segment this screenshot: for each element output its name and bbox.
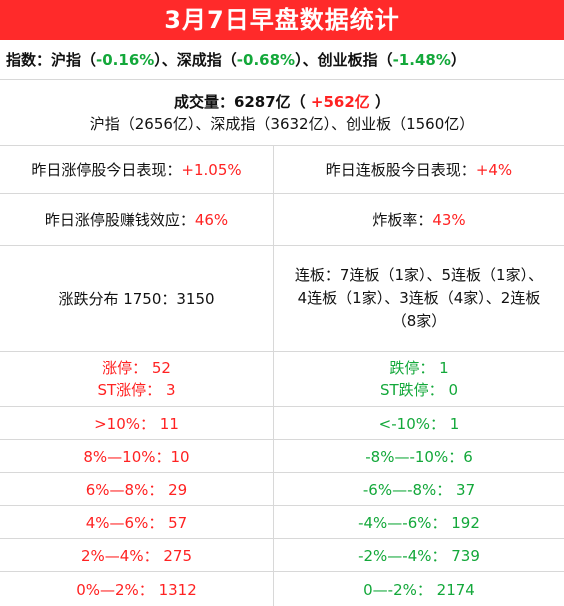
indices-sep-1: ）、深成指（ xyxy=(154,51,237,69)
limit-up-profit-cell: 昨日涨停股赚钱效应： 46% xyxy=(0,194,274,245)
volume-tail: ） xyxy=(375,92,391,111)
up-8-10-cell: 8%—10%：10 xyxy=(0,440,274,472)
st-limit-up-count: ST涨停： 3 xyxy=(97,381,176,399)
volume-cell: 成交量：6287亿（ +562亿 ） 沪指（2656亿）、深成指（3632亿）、… xyxy=(0,80,564,145)
limit-down-count: 跌停： 1 xyxy=(389,359,449,377)
consec-boards-cell: 连板：7连板（1家）、5连板（1家）、 4连板（1家）、3连板（4家）、2连板 … xyxy=(274,246,564,351)
index-sh-change: -0.16% xyxy=(96,50,155,69)
down-2-4-cell: -2%—-4%： 739 xyxy=(358,546,480,565)
range-row-0-2: 0%—2%： 1312 0—-2%： 2174 xyxy=(0,572,564,606)
limit-up-profit-value: 46% xyxy=(194,210,229,229)
limit-down-cell: 跌停： 1 ST跌停： 0 xyxy=(274,352,564,406)
down-0-2-cell: 0—-2%： 2174 xyxy=(363,580,475,599)
limit-row: 涨停： 52 ST涨停： 3 跌停： 1 ST跌停： 0 xyxy=(0,352,564,407)
break-rate-value: 43% xyxy=(432,210,466,229)
range-row-6-8: 6%—8%： 29 -6%—-8%： 37 xyxy=(0,473,564,506)
distribution-cell: 涨跌分布 1750：3150 xyxy=(0,246,274,351)
volume-detail: 沪指（2656亿）、深成指（3632亿）、创业板（1560亿） xyxy=(89,114,475,133)
performance-row: 昨日涨停股今日表现： +1.05% 昨日连板股今日表现： +4% xyxy=(0,146,564,194)
indices-lead: 指数：沪指（ xyxy=(6,51,97,69)
st-limit-down-count: ST跌停： 0 xyxy=(380,381,458,399)
limit-up-cell: 涨停： 52 ST涨停： 3 xyxy=(0,352,274,406)
limit-up-profit-label: 昨日涨停股赚钱效应： xyxy=(44,211,195,229)
page-title: 3月7日早盘数据统计 xyxy=(0,0,564,40)
consec-perf-cell: 昨日连板股今日表现： +4% xyxy=(274,146,564,193)
limit-up-perf-cell: 昨日涨停股今日表现： +1.05% xyxy=(0,146,274,193)
down-4-6-cell: -4%—-6%： 192 xyxy=(358,513,480,532)
indices-cell: 指数：沪指（ -0.16% ）、深成指（ -0.68% ）、创业板指（ -1.4… xyxy=(0,40,564,79)
volume-change: +562亿 xyxy=(310,92,370,111)
volume-label: 成交量：6287亿（ xyxy=(173,92,306,111)
index-cy-change: -1.48% xyxy=(392,50,451,69)
up-4-6-cell: 4%—6%： 57 xyxy=(0,506,274,538)
up-0-2-cell: 0%—2%： 1312 xyxy=(0,572,274,606)
consec-perf-value: +4% xyxy=(475,160,513,179)
index-sz-change: -0.68% xyxy=(236,50,296,69)
down-8-10-cell: -8%—-10%：6 xyxy=(365,447,473,466)
break-rate-cell: 炸板率： 43% xyxy=(274,194,564,245)
break-rate-label: 炸板率： xyxy=(372,211,433,229)
up-6-8-cell: 6%—8%： 29 xyxy=(0,473,274,505)
range-row-gt10: >10%： 11 <-10%： 1 xyxy=(0,407,564,440)
down-6-8-cell: -6%—-8%： 37 xyxy=(362,480,476,499)
limit-up-perf-label: 昨日涨停股今日表现： xyxy=(31,161,182,179)
distribution-row: 涨跌分布 1750：3150 连板：7连板（1家）、5连板（1家）、 4连板（1… xyxy=(0,246,564,352)
consec-boards-line-1: 连板：7连板（1家）、5连板（1家）、 xyxy=(294,266,544,284)
indices-sep-2: ）、创业板指（ xyxy=(295,51,393,69)
limit-up-count: 涨停： 52 xyxy=(102,359,171,377)
range-row-2-4: 2%—4%： 275 -2%—-4%： 739 xyxy=(0,539,564,572)
down-lt10-cell: <-10%： 1 xyxy=(378,414,460,433)
consec-perf-label: 昨日连板股今日表现： xyxy=(325,161,476,179)
indices-tail: ） xyxy=(450,51,466,69)
profit-row: 昨日涨停股赚钱效应： 46% 炸板率： 43% xyxy=(0,194,564,246)
consec-boards-line-2: 4连板（1家）、3连板（4家）、2连板 xyxy=(297,289,541,307)
range-row-8-10: 8%—10%：10 -8%—-10%：6 xyxy=(0,440,564,473)
volume-row: 成交量：6287亿（ +562亿 ） 沪指（2656亿）、深成指（3632亿）、… xyxy=(0,80,564,146)
range-row-4-6: 4%—6%： 57 -4%—-6%： 192 xyxy=(0,506,564,539)
up-gt10-cell: >10%： 11 xyxy=(0,407,274,439)
up-2-4-cell: 2%—4%： 275 xyxy=(0,539,274,571)
consec-boards-line-3: （8家） xyxy=(391,312,447,330)
limit-up-perf-value: +1.05% xyxy=(181,160,242,179)
indices-row: 指数：沪指（ -0.16% ）、深成指（ -0.68% ）、创业板指（ -1.4… xyxy=(0,40,564,80)
